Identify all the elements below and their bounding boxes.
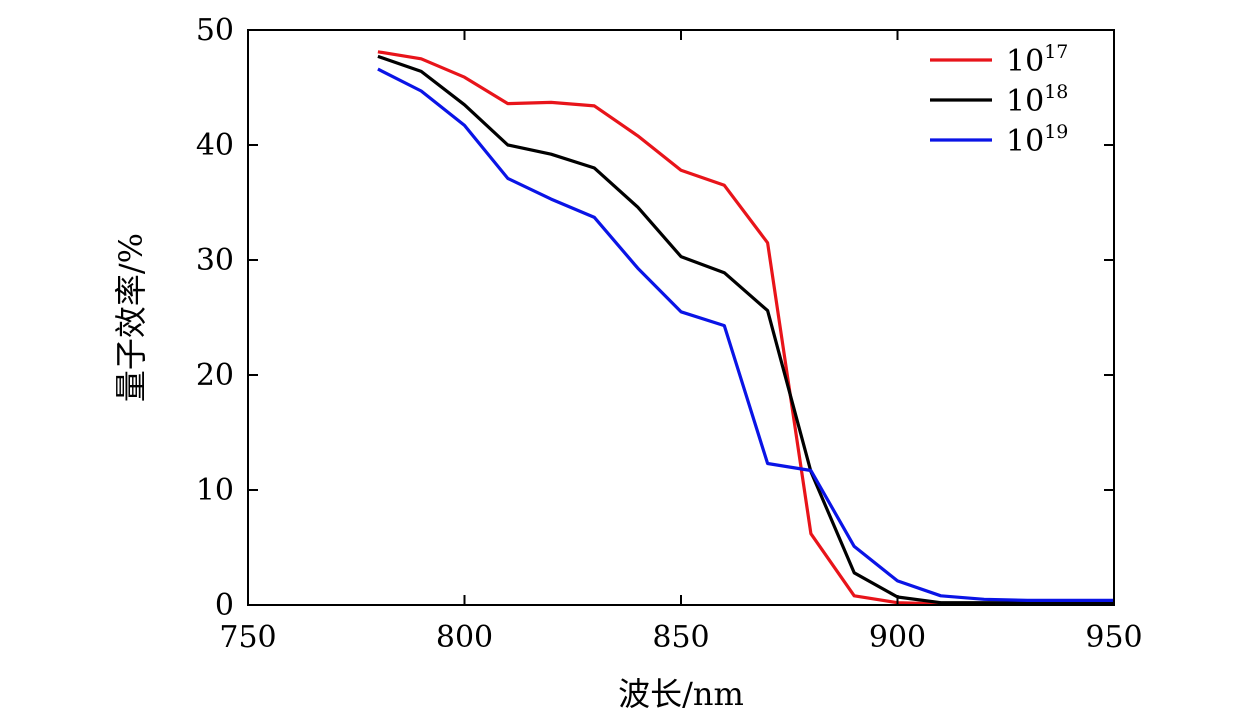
series-line-2 <box>377 54 1114 605</box>
y-tick-label: 20 <box>196 358 234 393</box>
series-layer <box>377 50 1114 606</box>
x-tick-label: 850 <box>652 620 709 655</box>
y-tick-label: 40 <box>196 128 234 163</box>
ticks-layer: 750 800 850 900 950 0 10 20 30 40 50 <box>196 13 1143 655</box>
series-line-3 <box>377 67 1114 603</box>
x-tick-label: 750 <box>219 620 276 655</box>
x-tick-label: 950 <box>1085 620 1142 655</box>
y-tick-label: 0 <box>215 588 234 623</box>
legend-label-1: 1017 <box>1006 41 1068 79</box>
y-axis-label: 量子效率/% <box>112 233 150 402</box>
x-tick-label: 800 <box>436 620 493 655</box>
y-tick-label: 30 <box>196 243 234 278</box>
x-tick-label: 900 <box>869 620 926 655</box>
y-tick-label: 10 <box>196 473 234 508</box>
legend-label-2: 1018 <box>1006 81 1068 119</box>
plot-frame <box>247 29 1115 606</box>
series-line-1 <box>377 50 1114 606</box>
legend-label-3: 1019 <box>1006 121 1068 159</box>
x-axis-label: 波长/nm <box>618 675 744 713</box>
y-tick-label: 50 <box>196 13 234 48</box>
